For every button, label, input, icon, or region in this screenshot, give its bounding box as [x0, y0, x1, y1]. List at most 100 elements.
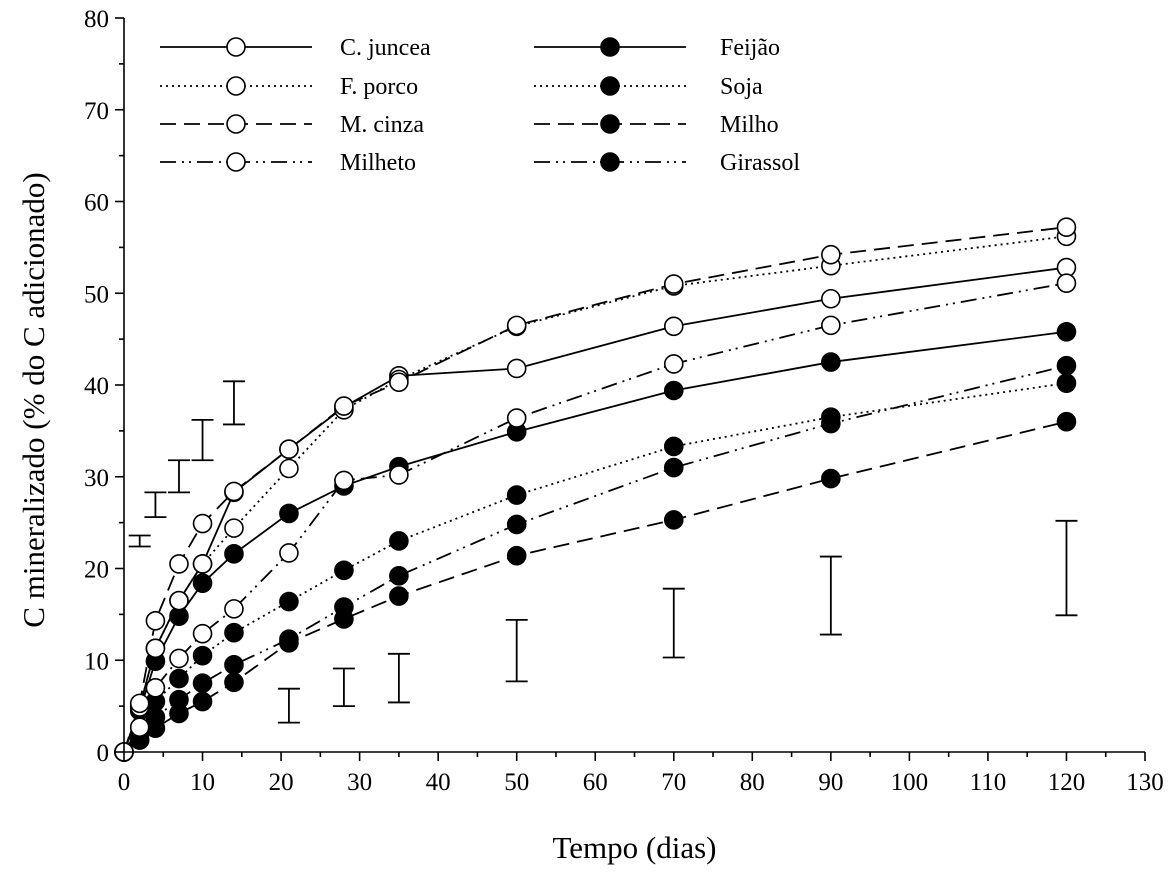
legend-item-girassol: Girassol [534, 150, 800, 176]
error-bar [1055, 519, 1078, 617]
series-line-milho [123, 420, 1067, 753]
point-m-cinza [129, 693, 150, 714]
point-soja [192, 645, 213, 666]
y-tick-label: 50 [84, 281, 109, 308]
x-tick-label: 70 [661, 769, 686, 796]
point-feijao [821, 352, 841, 372]
series-line-f-porco [123, 235, 1067, 753]
point-soja [279, 591, 299, 612]
series-line-soja [123, 382, 1067, 753]
point-feijao [192, 573, 213, 593]
point-soja [334, 560, 354, 581]
point-m-cinza [279, 439, 299, 460]
point-milheto [334, 470, 354, 491]
legend-marker [226, 76, 246, 96]
point-milho [821, 468, 841, 489]
legend-marker [600, 76, 620, 96]
point-milho [389, 586, 409, 606]
x-axis-title: Tempo (dias) [553, 830, 717, 865]
legend-marker [226, 114, 246, 134]
legend-marker [600, 37, 620, 57]
point-m-cinza [389, 372, 409, 393]
point-feijao [224, 544, 244, 564]
point-feijao [663, 380, 684, 401]
legend-item-milheto: Milheto [160, 150, 416, 176]
y-tick-label: 20 [84, 557, 109, 584]
point-girassol [334, 597, 354, 617]
legend-marker [226, 152, 246, 172]
y-tick-label: 40 [84, 373, 109, 400]
axes: 0 10 20 30 40 50 60 70 80 90 100 110 120 130 0 10 20 30 40… [84, 6, 1164, 796]
y-axis-title: C mineralizado (% do C adicionado) [16, 172, 51, 627]
point-milheto [1056, 273, 1077, 293]
x-tick-label: 80 [740, 769, 765, 796]
point-milho [1056, 411, 1077, 432]
y-tick-label: 0 [97, 740, 110, 767]
point-girassol [169, 689, 189, 710]
point-m-cinza [145, 610, 166, 631]
point-m-cinza [224, 481, 244, 502]
point-m-cinza [169, 554, 189, 574]
point-f-porco [169, 590, 189, 611]
point-milho [506, 545, 527, 566]
point-milheto [506, 408, 527, 428]
point-milheto [169, 648, 189, 669]
point-girassol [192, 673, 213, 693]
point-soja [224, 622, 244, 643]
point-m-cinza [506, 315, 527, 336]
x-tick-label: 110 [970, 769, 1007, 796]
y-tick-label: 10 [84, 648, 109, 675]
point-feijao [1056, 321, 1077, 342]
x-tick-label: 60 [583, 769, 608, 796]
error-bar [505, 618, 528, 683]
point-girassol [224, 655, 244, 675]
point-girassol [279, 629, 299, 649]
legend-item-feijao: Feijão [534, 35, 780, 61]
series-line-milheto [123, 282, 1067, 753]
legend-label: Soja [720, 74, 763, 100]
point-girassol [663, 457, 684, 478]
error-bar [191, 418, 214, 462]
point-m-cinza [334, 396, 354, 416]
legend-marker [226, 37, 246, 57]
series-markers [114, 217, 1077, 762]
point-milheto [279, 543, 299, 563]
y-tick-label: 30 [84, 465, 109, 492]
point-soja [389, 531, 409, 551]
series-lines [123, 226, 1067, 753]
point-milheto [192, 623, 213, 644]
point-m-cinza [663, 274, 684, 294]
legend-item-milho: Milho [534, 112, 779, 138]
point-m-cinza [192, 513, 213, 534]
point-f-porco [145, 638, 166, 659]
series-line-c-juncea [123, 266, 1067, 753]
x-tick-label: 30 [347, 769, 372, 796]
x-tick-label: 10 [190, 769, 215, 796]
legend: C. juncea F. porco M. cinza Milheto Feijão So… [160, 35, 800, 176]
error-bar [332, 667, 355, 708]
point-soja [169, 668, 189, 689]
point-m-cinza [1056, 217, 1077, 237]
legend-label: Milho [720, 112, 779, 138]
point-milho [224, 672, 244, 693]
y-tick-label: 70 [84, 98, 109, 125]
point-c-juncea [821, 288, 841, 309]
x-tick-label: 100 [891, 769, 929, 796]
legend-label: Milheto [340, 150, 416, 176]
error-bar [144, 491, 167, 519]
point-feijao [279, 503, 299, 524]
point-milheto [145, 677, 166, 698]
series-line-m-cinza [123, 226, 1067, 753]
point-milheto [821, 315, 841, 336]
legend-item-m-cinza: M. cinza [160, 112, 424, 138]
point-m-cinza [821, 244, 841, 265]
error-bar [387, 652, 410, 704]
y-tick-label: 60 [84, 190, 109, 217]
point-soja [663, 436, 684, 457]
point-f-porco [279, 458, 299, 479]
legend-label: Feijão [720, 35, 780, 61]
error-bar [662, 587, 685, 659]
x-tick-label: 50 [504, 769, 529, 796]
point-milheto [224, 599, 244, 619]
